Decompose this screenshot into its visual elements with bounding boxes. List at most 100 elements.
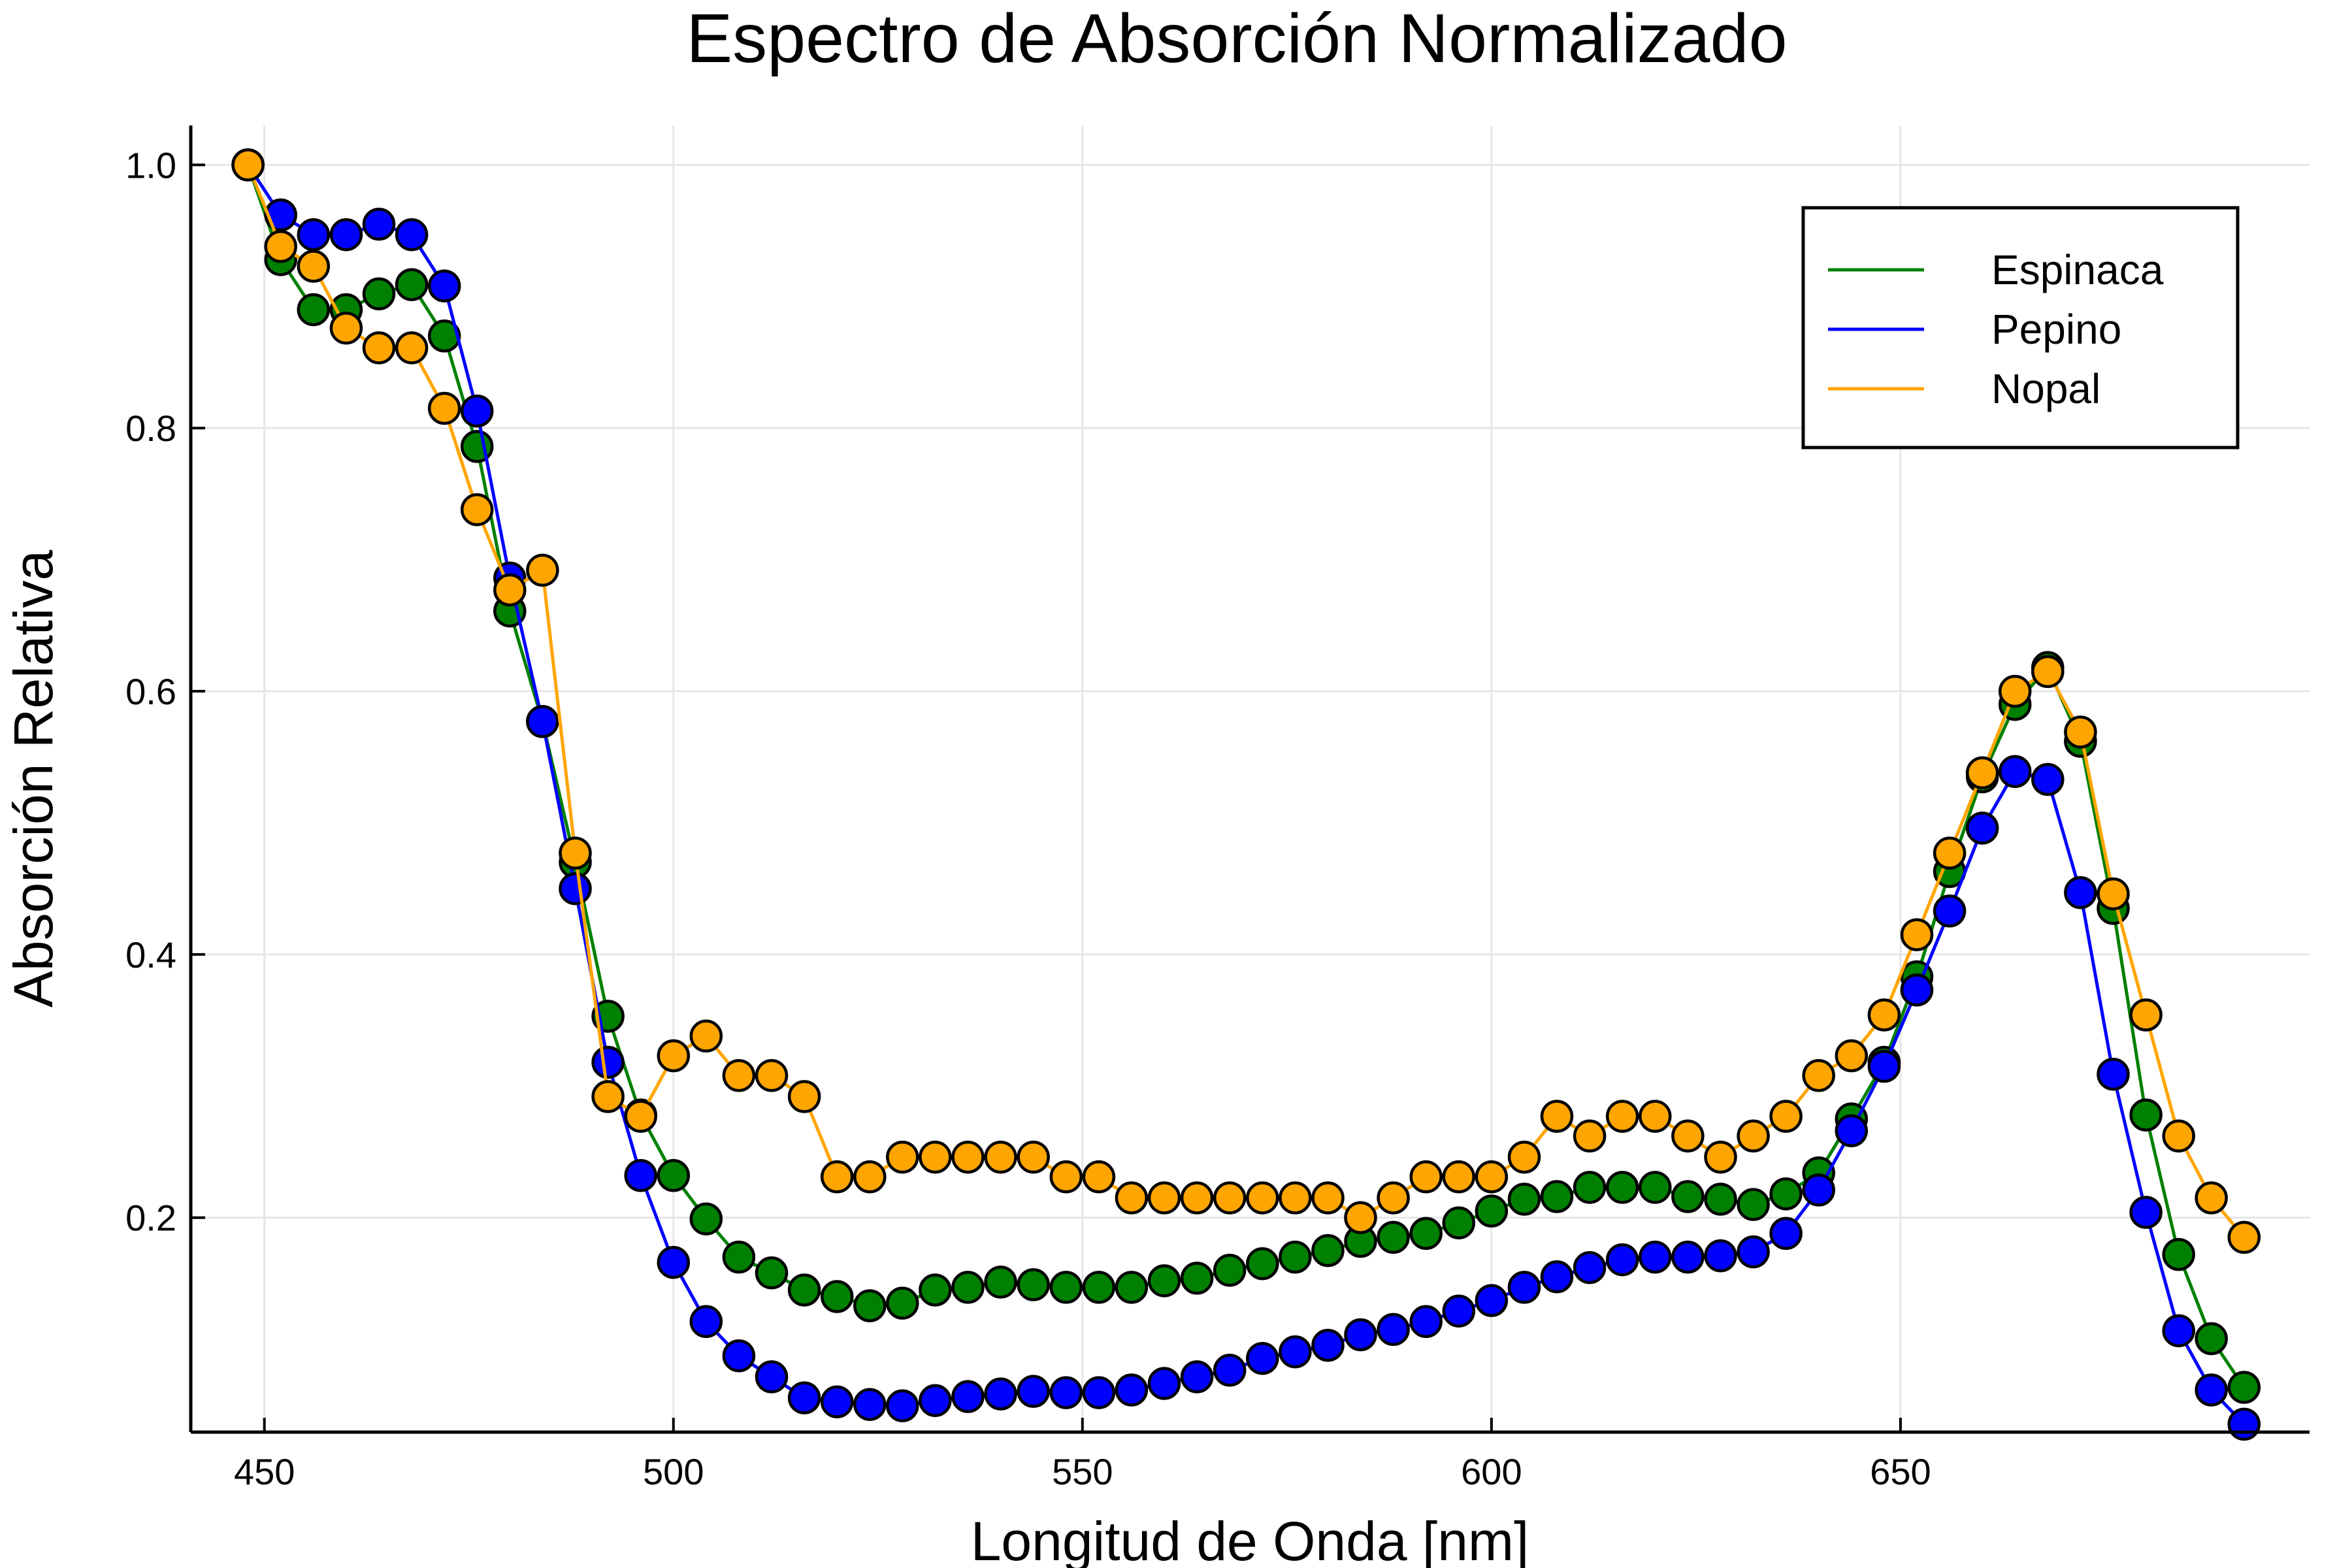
x-tick-label: 450 bbox=[234, 1451, 295, 1492]
data-point bbox=[1835, 1114, 1869, 1148]
data-point bbox=[460, 493, 494, 527]
data-point bbox=[395, 331, 429, 365]
data-point bbox=[722, 1240, 756, 1274]
data-point bbox=[1344, 1201, 1377, 1234]
data-point bbox=[1246, 1341, 1279, 1375]
data-point bbox=[722, 1339, 756, 1373]
data-point bbox=[1409, 1305, 1443, 1339]
data-point bbox=[2162, 1119, 2195, 1153]
data-point bbox=[853, 1160, 887, 1194]
legend-label: Pepino bbox=[1991, 306, 2121, 353]
legend: Espinaca Pepino Nopal bbox=[1801, 206, 2240, 449]
data-point bbox=[1475, 1160, 1509, 1194]
data-point bbox=[329, 218, 363, 252]
x-tick-label: 600 bbox=[1461, 1451, 1522, 1492]
x-tick-label: 500 bbox=[643, 1451, 704, 1492]
data-point bbox=[362, 277, 396, 311]
data-point bbox=[1573, 1250, 1607, 1284]
data-point bbox=[1017, 1268, 1050, 1301]
data-point bbox=[1180, 1181, 1214, 1215]
data-point bbox=[1900, 918, 1934, 951]
data-point bbox=[1442, 1206, 1476, 1240]
data-point bbox=[591, 1080, 625, 1113]
data-point bbox=[264, 230, 297, 263]
data-point bbox=[297, 293, 331, 327]
data-point bbox=[2064, 875, 2097, 909]
data-point bbox=[1279, 1181, 1312, 1215]
data-point bbox=[1147, 1367, 1181, 1400]
data-point bbox=[559, 872, 592, 906]
data-point bbox=[951, 1271, 985, 1304]
data-point bbox=[2162, 1314, 2195, 1348]
data-point bbox=[1409, 1160, 1443, 1194]
data-point bbox=[1802, 1173, 1835, 1207]
data-point bbox=[1311, 1328, 1345, 1362]
y-tick-label: 0.8 bbox=[125, 408, 176, 449]
data-point bbox=[1279, 1335, 1312, 1369]
data-point bbox=[1507, 1183, 1541, 1216]
data-point bbox=[1540, 1100, 1574, 1133]
data-point bbox=[1965, 811, 1999, 845]
data-point bbox=[1965, 756, 1999, 790]
data-point bbox=[624, 1100, 657, 1133]
data-point bbox=[1605, 1100, 1639, 1133]
data-point bbox=[1769, 1217, 1803, 1250]
series-nopal bbox=[231, 148, 2261, 1254]
data-point bbox=[787, 1381, 821, 1414]
y-tick-label: 1.0 bbox=[125, 144, 176, 186]
data-point bbox=[886, 1140, 919, 1174]
x-tick-label: 650 bbox=[1870, 1451, 1931, 1492]
data-point bbox=[1442, 1160, 1476, 1194]
data-point bbox=[460, 394, 494, 428]
data-point bbox=[1900, 973, 1934, 1007]
data-point bbox=[1344, 1318, 1377, 1352]
legend-label: Nopal bbox=[1991, 365, 2100, 412]
data-point bbox=[1769, 1177, 1803, 1211]
data-point bbox=[1377, 1181, 1410, 1215]
data-point bbox=[1017, 1375, 1050, 1408]
data-point bbox=[395, 218, 429, 252]
data-point bbox=[1115, 1271, 1149, 1304]
data-point bbox=[755, 1360, 789, 1394]
data-point bbox=[2195, 1373, 2228, 1407]
data-point bbox=[1540, 1260, 1574, 1294]
data-point bbox=[886, 1389, 919, 1422]
x-axis-label: Longitud de Onda [nm] bbox=[971, 1511, 1529, 1568]
data-point bbox=[1769, 1100, 1803, 1133]
data-point bbox=[1933, 894, 1967, 928]
data-point bbox=[329, 311, 363, 345]
data-point bbox=[2031, 762, 2065, 796]
data-point bbox=[427, 269, 461, 302]
y-tick-label: 0.6 bbox=[125, 671, 176, 712]
data-point bbox=[559, 836, 592, 870]
data-point bbox=[1311, 1181, 1345, 1215]
data-point bbox=[1802, 1058, 1835, 1092]
data-point bbox=[526, 553, 559, 587]
data-point bbox=[1409, 1217, 1443, 1250]
data-point bbox=[362, 331, 396, 365]
legend-items: Espinaca Pepino Nopal bbox=[1828, 246, 2164, 412]
data-point bbox=[427, 319, 461, 353]
data-point bbox=[1049, 1160, 1083, 1194]
data-point bbox=[755, 1058, 789, 1092]
data-point bbox=[1671, 1119, 1705, 1153]
grid-layer bbox=[191, 125, 2310, 1432]
data-point bbox=[1540, 1180, 1574, 1213]
series-layer bbox=[231, 148, 2261, 1441]
data-point bbox=[853, 1388, 887, 1421]
data-point bbox=[2129, 1098, 2163, 1132]
data-point bbox=[1311, 1233, 1345, 1267]
data-point bbox=[787, 1273, 821, 1307]
data-point bbox=[1671, 1180, 1705, 1213]
data-point bbox=[1933, 836, 1967, 870]
data-point bbox=[2097, 1057, 2130, 1091]
data-point bbox=[1737, 1188, 1770, 1221]
data-point bbox=[1115, 1181, 1149, 1215]
data-point bbox=[2195, 1322, 2228, 1356]
data-point bbox=[2227, 1407, 2261, 1441]
data-point bbox=[657, 1245, 691, 1279]
data-point bbox=[297, 218, 331, 252]
data-point bbox=[689, 1019, 723, 1053]
data-point bbox=[264, 198, 297, 232]
